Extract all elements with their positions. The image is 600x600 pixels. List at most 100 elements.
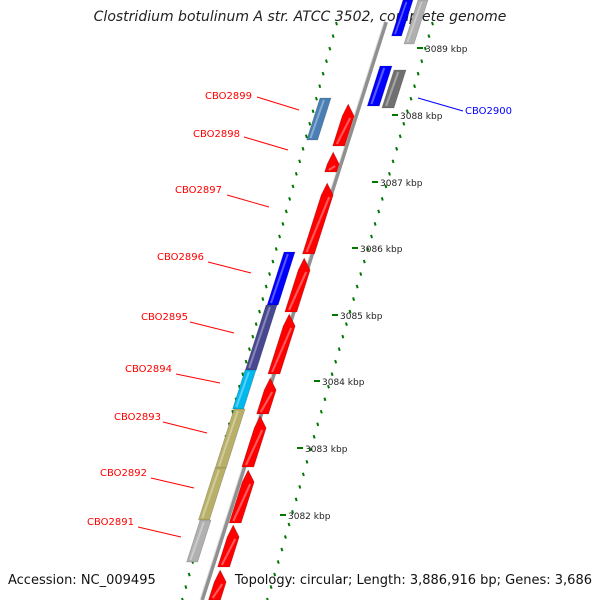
outer-tick-mark <box>380 197 384 201</box>
leader-line-cbo2898 <box>243 136 289 151</box>
accession-text: Accession: NC_009495 <box>8 573 156 588</box>
gene-block-blue-shine <box>270 253 289 304</box>
outer-tick-mark <box>323 397 327 402</box>
leader-line-cbo2892 <box>150 477 195 489</box>
outer-tick-mark <box>384 184 388 189</box>
outer-tick-mark <box>301 472 305 477</box>
gene-label-cbo2899: CBO2899 <box>205 91 252 102</box>
inner-tick-mark <box>268 272 271 276</box>
outer-tick-mark <box>334 359 338 364</box>
leader-line-cbo2891 <box>137 526 182 538</box>
gene-arrow-cbo2894-shine <box>259 391 274 413</box>
gene-block-darkgray-shine <box>385 71 400 107</box>
gene-block-gray <box>186 519 212 563</box>
inner-tick-mark <box>244 359 248 364</box>
gene-arrow-cbo2892 <box>228 469 255 524</box>
gene-arrow-cbo2895 <box>267 313 296 375</box>
outer-tick-mark <box>395 146 399 151</box>
inner-tick-mark <box>264 284 268 289</box>
outer-tick-mark <box>298 485 302 489</box>
leader-line-cbo2893 <box>162 421 208 434</box>
gene-arrow-cbo2899-shine <box>335 117 352 145</box>
outer-tick-mark <box>366 247 370 251</box>
scale-tick-label: 3082 kbp <box>288 512 331 522</box>
gene-block-cbo2900-shine <box>370 67 386 105</box>
inner-tick-mark <box>304 134 308 139</box>
inner-tick-mark <box>291 184 295 189</box>
gene-arrow-cbo2896-shine <box>288 271 308 311</box>
outer-tick-mark <box>409 96 413 101</box>
gene-block-khaki-2-shine <box>201 469 220 519</box>
gene-block-khaki <box>214 408 246 469</box>
outer-tick-mark <box>413 84 417 89</box>
gene-arrow-cbo2898-shine <box>328 165 336 171</box>
outer-tick-mark <box>423 46 427 51</box>
outer-tick-mark <box>316 422 320 427</box>
outer-tick-mark <box>427 34 431 39</box>
outer-tick-mark <box>283 535 287 539</box>
gene-arrow-cbo2898 <box>324 151 340 173</box>
inner-tick-mark <box>248 347 251 352</box>
outer-tick-mark <box>341 334 345 339</box>
leader-line-cbo2894 <box>175 373 221 384</box>
leader-line-cbo2900 <box>417 97 464 112</box>
outer-tick-mark <box>344 322 348 327</box>
scale-tick-label: 3086 kbp <box>360 245 403 255</box>
inner-tick-mark <box>321 71 325 76</box>
inner-tick-mark <box>278 234 282 239</box>
gene-arrow-cbo2894 <box>256 377 277 415</box>
outer-tick-mark <box>287 522 291 527</box>
outer-tick-mark <box>276 560 280 564</box>
gene-label-cbo2892: CBO2892 <box>100 468 147 479</box>
outer-tick-mark <box>273 572 277 577</box>
outer-tick-mark <box>348 309 352 314</box>
inner-tick-mark <box>311 109 315 114</box>
scale-tick-label: 3088 kbp <box>400 112 443 122</box>
inner-tick-mark <box>284 209 288 214</box>
gene-block-gray-shine <box>189 521 205 561</box>
inner-tick-mark <box>271 259 275 264</box>
inner-tick-mark <box>241 372 245 377</box>
scale-tick-label: 3084 kbp <box>322 378 365 388</box>
inner-tick-mark <box>184 585 188 589</box>
outer-tick-mark <box>280 547 284 552</box>
gene-arrow-cbo2895-shine <box>271 327 293 373</box>
outer-tick-mark <box>431 21 434 26</box>
gene-block-khaki-shine <box>218 410 239 467</box>
inner-tick-mark <box>308 121 312 126</box>
gene-label-cbo2896: CBO2896 <box>157 252 204 263</box>
inner-tick-mark <box>301 146 305 151</box>
leader-line-cbo2895 <box>189 321 235 334</box>
gene-arrow-cbo2897 <box>302 182 334 255</box>
inner-tick-mark <box>298 159 302 164</box>
gene-block-blue <box>266 251 296 306</box>
outer-tick-mark <box>370 234 373 239</box>
inner-tick-mark <box>331 34 335 39</box>
gene-arrow-cbo2891 <box>217 524 240 568</box>
gene-label-cbo2893: CBO2893 <box>114 412 161 423</box>
gene-block-steelblue-shine <box>309 99 325 139</box>
gene-block-cyan <box>232 369 257 410</box>
outer-tick-mark <box>373 222 377 226</box>
gene-block-steelblue <box>306 97 332 141</box>
outer-tick-mark <box>305 459 309 464</box>
inner-tick-mark <box>335 21 338 26</box>
inner-tick-mark <box>314 96 318 101</box>
gene-block-cyan-shine <box>235 371 250 408</box>
leader-line-cbo2896 <box>207 261 252 274</box>
gene-arrow-cbo2899 <box>332 103 355 147</box>
outer-tick-mark <box>352 297 356 301</box>
outer-tick-mark <box>337 347 341 352</box>
gene-label-cbo2898: CBO2898 <box>193 129 240 140</box>
gene-block-khaki-2 <box>198 467 227 521</box>
inner-tick-mark <box>281 222 285 226</box>
inner-tick-mark <box>288 197 292 201</box>
outer-tick-mark <box>362 259 366 264</box>
outer-tick-mark <box>312 434 316 439</box>
inner-tick-mark <box>274 247 278 251</box>
outer-tick-mark <box>294 497 298 502</box>
gene-block-darkgray <box>381 69 407 109</box>
gene-arrow-cbo2890-shine <box>211 583 224 599</box>
